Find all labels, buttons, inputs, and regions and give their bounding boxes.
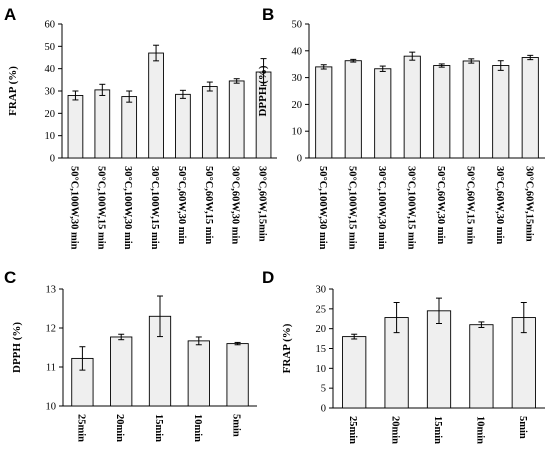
panel-a-label: A xyxy=(4,5,16,24)
panel-b-y-tick-label: 30 xyxy=(292,73,303,84)
panel-b-label: B xyxy=(262,5,274,24)
panel-b-category-label: 30°C,100W,30 min xyxy=(376,166,387,250)
panel-b-y-tick-label: 50 xyxy=(292,20,303,31)
panel-b-y-tick-label: 40 xyxy=(292,46,303,57)
panel-a-y-tick-label: 30 xyxy=(45,87,56,98)
panel-b-y-tick-label: 20 xyxy=(292,100,303,111)
panel-a-bar xyxy=(67,95,84,159)
panel-a-y-tick-label: 40 xyxy=(45,64,56,75)
panel-d-category-label: 15min xyxy=(432,416,443,444)
panel-d-y-tick-label: 10 xyxy=(316,364,327,375)
panel-d-y-tick-label: 0 xyxy=(321,404,326,415)
panel-a-y-tick-label: 60 xyxy=(45,20,56,31)
panel-b-bar xyxy=(462,60,480,159)
panel-c-y-tick-label: 12 xyxy=(46,324,57,335)
panel-b-y-tick-label: 0 xyxy=(297,154,302,165)
panel-b-category-label: 50°C,100W,30 min xyxy=(317,166,328,250)
panel-b-category-label: 50°C,60W,15 min xyxy=(464,166,475,244)
panel-a-y-tick-label: 10 xyxy=(45,131,56,142)
panel-a-category-label: 50°C,60W,30 min xyxy=(176,166,187,244)
panel-b-y-axis-title: DPPH (%) xyxy=(257,65,269,116)
panel-d-category-label: 20min xyxy=(390,416,401,444)
panel-d-category-label: 5min xyxy=(517,416,528,439)
panel-a-bar xyxy=(175,93,191,159)
panel-d-y-tick-label: 30 xyxy=(316,285,327,296)
panel-d-bar xyxy=(426,310,452,409)
panel-d-y-tick-label: 25 xyxy=(316,304,327,315)
panel-b-bar xyxy=(344,60,362,159)
panel-d-y-tick-label: 15 xyxy=(316,344,327,355)
panel-d-bar xyxy=(342,336,367,409)
panel-c-y-tick-label: 10 xyxy=(46,402,57,413)
panel-c-y-tick-label: 13 xyxy=(46,285,57,296)
panel-a-y-tick-label: 20 xyxy=(45,109,56,120)
panel-b-category-label: 30°C,100W,15 min xyxy=(405,166,416,250)
panel-a-bar xyxy=(148,52,164,159)
panel-c-label: C xyxy=(4,268,16,287)
panel-a-category-label: 30°C,100W,30 min xyxy=(122,166,133,250)
panel-b-category-label: 50°C,100W,15 min xyxy=(346,166,357,250)
panel-b-y-tick-label: 10 xyxy=(292,127,303,138)
panel-c-category-label: 20min xyxy=(114,414,125,442)
panel-a-bar xyxy=(94,89,111,159)
panel-c-category-label: 25min xyxy=(75,414,86,442)
panel-b-category-label: 30°C,60W,30 min xyxy=(494,166,505,244)
panel-c-bar xyxy=(226,343,249,407)
panel-d-category-label: 10min xyxy=(474,416,485,444)
panel-a-category-label: 50°C,100W,15 min xyxy=(95,166,106,250)
panel-a-category-label: 30°C,100W,15 min xyxy=(149,166,160,250)
panel-d-label: D xyxy=(262,268,274,287)
panel-a-category-label: 50°C,60W,15 min xyxy=(203,166,214,244)
panel-a-category-label: 30°C,60W,15min xyxy=(257,166,268,242)
panel-b-bar xyxy=(374,68,392,159)
panel-a-category-label: 30°C,60W,30 min xyxy=(230,166,241,244)
panel-c-category-label: 10min xyxy=(192,414,203,442)
panel-a-y-tick-label: 0 xyxy=(50,154,55,165)
panel-a-bar xyxy=(121,96,138,159)
panel-c-y-axis-title: DPPH (%) xyxy=(11,322,23,373)
panel-a-y-tick-label: 50 xyxy=(45,42,56,53)
panel-b-bar xyxy=(315,66,333,159)
panel-b-category-label: 50°C,60W,30 min xyxy=(435,166,446,244)
panel-b-bar xyxy=(492,65,510,159)
panel-c-bar xyxy=(187,340,210,407)
panel-c-y-tick-label: 11 xyxy=(46,363,56,374)
panel-b-bar xyxy=(521,57,539,159)
panel-c-category-label: 15min xyxy=(153,414,164,442)
panel-d-category-label: 25min xyxy=(347,416,358,444)
panel-c-category-label: 5min xyxy=(231,414,242,437)
panel-d-y-tick-label: 5 xyxy=(321,384,326,395)
panel-b-category-label: 30°C,60W,15min xyxy=(523,166,534,242)
panel-b-bar xyxy=(433,65,451,159)
panel-b-bar xyxy=(403,55,421,159)
panel-d-y-axis-title: FRAP (%) xyxy=(281,323,293,373)
panel-c-bar xyxy=(110,336,133,407)
panel-a-bar xyxy=(228,80,245,159)
panel-a-category-label: 50°C,100W,30 min xyxy=(68,166,79,250)
panel-d-y-tick-label: 20 xyxy=(316,324,327,335)
panel-a-y-axis-title: FRAP (%) xyxy=(7,66,19,116)
panel-d-bar xyxy=(469,324,494,409)
panel-a-bar xyxy=(201,86,218,159)
